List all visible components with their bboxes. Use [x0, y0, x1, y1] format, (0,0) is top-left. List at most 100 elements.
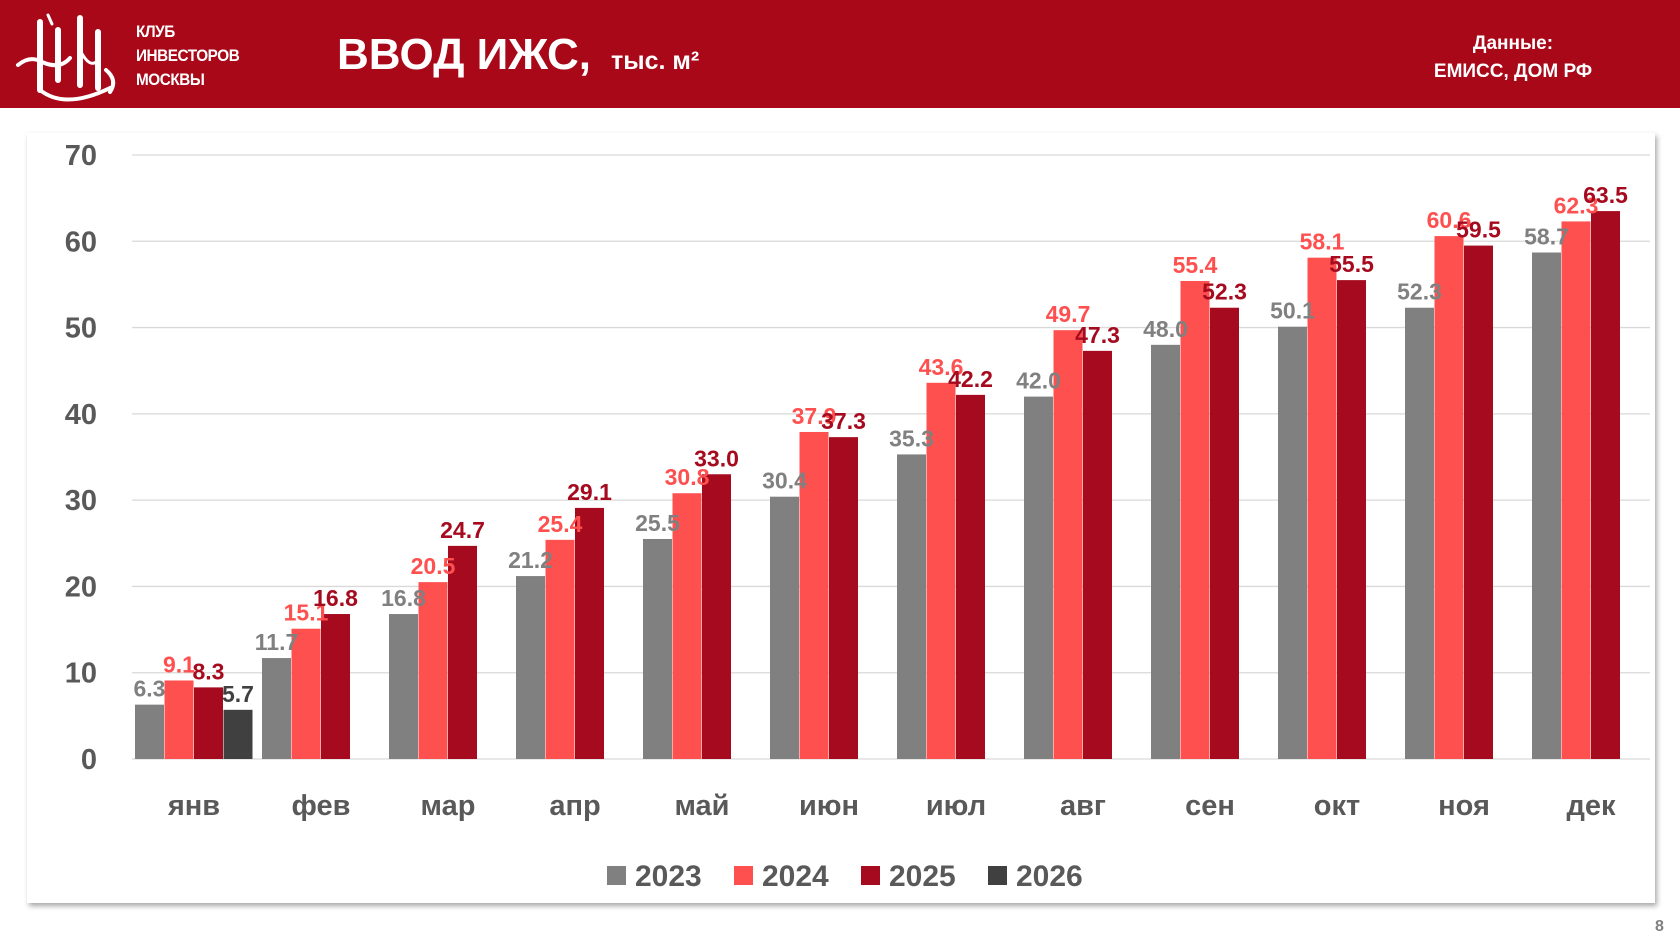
- data-label-2023: 42.0: [1016, 368, 1061, 394]
- header-banner: КЛУБ ИНВЕСТОРОВ МОСКВЫ ВВОД ИЖС, тыс. м² …: [0, 0, 1680, 108]
- data-label-2024: 55.4: [1173, 252, 1218, 278]
- data-label-2024: 25.4: [538, 511, 583, 537]
- data-label-2025: 55.5: [1329, 251, 1374, 277]
- legend-label: 2023: [635, 860, 702, 893]
- bar-2025: [1337, 280, 1366, 759]
- x-tick-label: янв: [167, 790, 220, 822]
- data-label-2026: 5.7: [222, 681, 254, 707]
- x-tick-label: авг: [1060, 790, 1106, 822]
- club-line: ИНВЕСТОРОВ: [136, 46, 240, 65]
- page-title: ВВОД ИЖС, тыс. м²: [337, 30, 699, 80]
- bar-2025: [448, 545, 477, 759]
- club-line: МОСКВЫ: [136, 70, 205, 89]
- title-unit: тыс. м²: [610, 47, 700, 75]
- data-source: Данные: ЕМИСС, ДОМ РФ: [1380, 30, 1646, 86]
- data-label-2023: 52.3: [1397, 279, 1442, 305]
- y-tick-label: 20: [65, 571, 97, 603]
- legend-swatch-2026: [988, 866, 1007, 885]
- bar-2024: [545, 539, 575, 759]
- x-tick-label: апр: [549, 790, 600, 822]
- bar-2025: [1591, 211, 1620, 760]
- data-label-2024: 58.1: [1300, 229, 1345, 255]
- y-tick-label: 0: [81, 744, 97, 776]
- data-label-2023: 48.0: [1143, 316, 1188, 342]
- bar-2024: [1053, 330, 1083, 759]
- bar-2024: [1434, 236, 1464, 759]
- data-label-2023: 58.7: [1524, 224, 1569, 250]
- bar-2024: [291, 628, 321, 759]
- legend-label: 2026: [1016, 860, 1083, 893]
- bar-2025: [956, 394, 985, 759]
- data-label-2023: 50.1: [1270, 298, 1315, 324]
- bar-2024: [1180, 280, 1210, 759]
- bar-2024: [1307, 257, 1337, 759]
- data-label-2025: 16.8: [313, 585, 358, 611]
- data-label-2024: 20.5: [411, 553, 456, 579]
- data-label-2025: 52.3: [1202, 279, 1247, 305]
- data-label-2025: 8.3: [193, 658, 225, 684]
- data-label-2024: 37.9: [792, 403, 837, 429]
- y-tick-label: 40: [65, 399, 97, 431]
- bar-2023: [897, 454, 926, 759]
- data-label-2024: 62.3: [1554, 192, 1599, 218]
- data-label-2023: 25.5: [635, 510, 680, 536]
- bar-2023: [389, 614, 418, 759]
- bar-2025: [1083, 350, 1112, 759]
- data-label-2023: 21.2: [508, 547, 553, 573]
- legend-swatch-2024: [734, 866, 753, 885]
- bar-2025: [1210, 307, 1239, 759]
- bar-2025: [321, 614, 350, 759]
- x-tick-label: май: [674, 790, 729, 822]
- bar-2023: [1278, 326, 1307, 759]
- bar-2025: [829, 437, 858, 759]
- bar-2023: [516, 576, 545, 759]
- y-tick-label: 10: [65, 658, 97, 690]
- bar-2026: [223, 709, 253, 759]
- y-tick-label: 60: [65, 226, 97, 258]
- x-tick-label: окт: [1314, 790, 1360, 822]
- bar-2023: [262, 658, 291, 759]
- data-label-2025: 63.5: [1583, 182, 1628, 208]
- club-logo: [16, 13, 116, 102]
- data-label-2025: 24.7: [440, 517, 485, 543]
- y-tick-label: 70: [65, 140, 97, 172]
- data-label-2024: 30.8: [665, 464, 710, 490]
- data-label-2025: 37.3: [821, 408, 866, 434]
- data-label-2023: 16.8: [381, 585, 426, 611]
- x-tick-label: июл: [926, 790, 986, 822]
- source-label: Данные:: [1472, 33, 1554, 54]
- y-tick-label: 50: [65, 313, 97, 345]
- y-tick-label: 30: [65, 485, 97, 517]
- data-label-2024: 15.1: [284, 600, 329, 626]
- title-text: ВВОД ИЖС,: [337, 30, 591, 79]
- bar-2024: [926, 382, 956, 759]
- bar-2023: [1405, 307, 1434, 759]
- bar-2025: [1464, 245, 1493, 760]
- x-tick-label: сен: [1185, 790, 1235, 822]
- data-label-2025: 59.5: [1456, 217, 1501, 243]
- bar-2024: [799, 431, 829, 759]
- bar-2025: [702, 474, 731, 759]
- data-label-2023: 30.4: [762, 468, 807, 494]
- data-label-2024: 43.6: [919, 354, 964, 380]
- bar-2023: [1532, 252, 1561, 759]
- bar-2024: [164, 680, 194, 759]
- legend-swatch-2025: [861, 866, 880, 885]
- data-label-2024: 49.7: [1046, 301, 1091, 327]
- bar-2023: [1151, 344, 1180, 759]
- bar-2024: [418, 582, 448, 759]
- bar-2023: [770, 496, 799, 759]
- data-label-2023: 6.3: [134, 676, 166, 702]
- data-label-2025: 33.0: [694, 445, 739, 471]
- data-label-2023: 11.7: [255, 629, 299, 655]
- data-label-2024: 60.6: [1427, 207, 1472, 233]
- bar-2024: [672, 493, 702, 759]
- legend-label: 2025: [889, 860, 956, 893]
- bar-2025: [194, 687, 223, 759]
- page-number: 8: [1655, 918, 1664, 935]
- x-tick-label: фев: [292, 790, 351, 822]
- club-name: КЛУБ ИНВЕСТОРОВ МОСКВЫ: [136, 20, 240, 92]
- x-tick-label: дек: [1566, 790, 1616, 822]
- legend-swatch-2023: [607, 866, 626, 885]
- club-line: КЛУБ: [136, 22, 175, 41]
